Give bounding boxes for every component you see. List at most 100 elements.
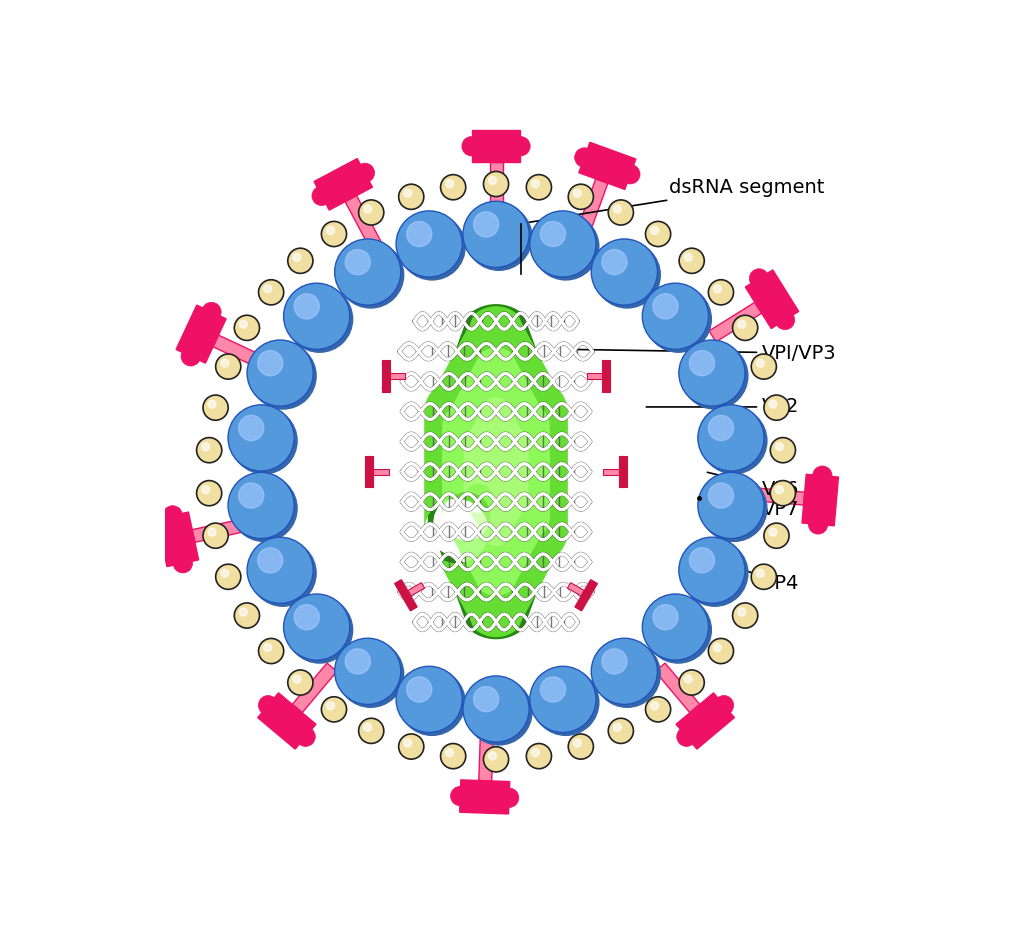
Circle shape: [573, 739, 582, 747]
Polygon shape: [176, 305, 226, 363]
Circle shape: [488, 752, 497, 760]
Circle shape: [364, 723, 372, 731]
Circle shape: [653, 294, 678, 318]
Polygon shape: [373, 469, 389, 474]
Polygon shape: [389, 374, 406, 379]
Polygon shape: [345, 195, 382, 249]
Circle shape: [398, 734, 424, 759]
Polygon shape: [157, 512, 199, 567]
Polygon shape: [802, 474, 839, 526]
Polygon shape: [602, 361, 610, 392]
Circle shape: [338, 641, 403, 707]
Circle shape: [258, 279, 284, 304]
Circle shape: [602, 249, 627, 275]
Polygon shape: [213, 335, 267, 370]
Circle shape: [396, 582, 403, 588]
Circle shape: [682, 343, 748, 409]
Circle shape: [440, 175, 466, 200]
Ellipse shape: [813, 466, 833, 486]
Ellipse shape: [163, 505, 182, 525]
Ellipse shape: [714, 696, 733, 715]
Circle shape: [258, 639, 284, 664]
Circle shape: [396, 666, 462, 732]
Circle shape: [382, 361, 389, 368]
Text: VP4: VP4: [743, 570, 800, 593]
Circle shape: [247, 537, 313, 603]
Circle shape: [645, 697, 671, 722]
Circle shape: [752, 564, 776, 589]
Ellipse shape: [775, 310, 795, 330]
Polygon shape: [408, 583, 425, 596]
Polygon shape: [618, 456, 627, 488]
Circle shape: [197, 438, 222, 462]
Circle shape: [589, 582, 596, 588]
Circle shape: [231, 475, 297, 542]
Circle shape: [608, 718, 634, 743]
Text: VP2: VP2: [646, 398, 800, 417]
Circle shape: [284, 594, 350, 660]
Circle shape: [679, 537, 745, 603]
Circle shape: [488, 177, 497, 185]
Circle shape: [294, 604, 319, 630]
Circle shape: [709, 483, 733, 508]
Ellipse shape: [355, 163, 375, 182]
Circle shape: [263, 285, 271, 293]
Circle shape: [366, 480, 373, 488]
Circle shape: [714, 285, 722, 293]
Circle shape: [382, 385, 389, 391]
Circle shape: [526, 743, 552, 769]
Circle shape: [221, 359, 228, 367]
Circle shape: [239, 483, 264, 508]
Circle shape: [202, 443, 210, 451]
Circle shape: [531, 748, 540, 757]
Circle shape: [247, 340, 313, 406]
Circle shape: [737, 608, 745, 616]
Circle shape: [775, 486, 783, 494]
Circle shape: [366, 456, 373, 463]
Circle shape: [541, 677, 565, 702]
Circle shape: [403, 739, 412, 747]
Polygon shape: [574, 580, 597, 611]
Circle shape: [293, 675, 301, 683]
Circle shape: [620, 480, 627, 488]
Circle shape: [603, 361, 610, 368]
Circle shape: [770, 481, 796, 505]
Circle shape: [473, 212, 499, 237]
Circle shape: [602, 649, 627, 674]
Circle shape: [250, 540, 316, 606]
Polygon shape: [314, 159, 373, 210]
Circle shape: [250, 343, 316, 409]
Circle shape: [529, 666, 596, 732]
Circle shape: [197, 481, 222, 505]
Ellipse shape: [677, 727, 696, 746]
Circle shape: [208, 528, 216, 536]
Circle shape: [409, 602, 416, 609]
Circle shape: [531, 179, 540, 188]
Circle shape: [463, 201, 529, 267]
Ellipse shape: [808, 515, 827, 534]
Polygon shape: [709, 303, 762, 342]
Circle shape: [322, 697, 346, 722]
Circle shape: [752, 354, 776, 379]
Circle shape: [689, 350, 715, 375]
Polygon shape: [567, 583, 585, 596]
Circle shape: [700, 475, 767, 542]
Circle shape: [594, 641, 660, 707]
Circle shape: [679, 670, 705, 695]
Polygon shape: [442, 347, 550, 596]
Circle shape: [396, 211, 462, 277]
Circle shape: [642, 594, 709, 660]
Polygon shape: [579, 142, 636, 190]
Circle shape: [653, 604, 678, 630]
Ellipse shape: [173, 554, 193, 573]
Circle shape: [287, 286, 352, 352]
Circle shape: [679, 340, 745, 406]
Circle shape: [709, 639, 733, 664]
Circle shape: [757, 359, 764, 367]
Circle shape: [258, 350, 283, 375]
Circle shape: [358, 718, 384, 743]
Circle shape: [288, 248, 313, 274]
Circle shape: [335, 239, 400, 305]
Circle shape: [594, 242, 660, 308]
Ellipse shape: [296, 727, 315, 746]
